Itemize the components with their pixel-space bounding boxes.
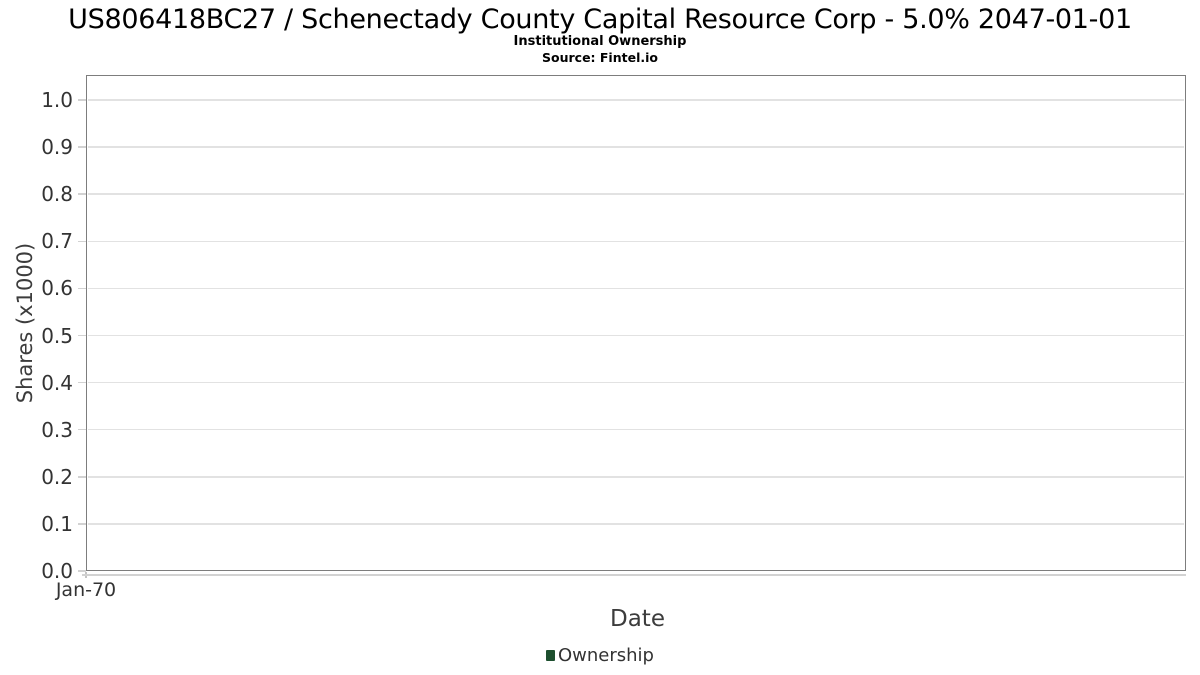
y-gridline — [88, 287, 1184, 290]
x-axis-line — [82, 574, 1186, 576]
y-tick-label: 0.8 — [41, 182, 73, 207]
y-gridline — [88, 476, 1184, 478]
y-tick-mark — [78, 381, 86, 384]
plot-area — [86, 75, 1186, 571]
y-tick-label: 0.7 — [41, 229, 73, 254]
y-gridline — [88, 428, 1184, 431]
chart-title: US806418BC27 / Schenectady County Capita… — [68, 4, 1132, 35]
y-gridline — [88, 99, 1184, 101]
y-tick-mark — [78, 570, 86, 572]
x-axis-title: Date — [610, 606, 665, 632]
chart-source-credit: Source: Fintel.io — [542, 50, 658, 65]
y-tick-mark — [78, 523, 86, 525]
legend: Ownership — [0, 645, 1200, 666]
y-tick-mark — [78, 287, 86, 290]
y-tick-mark — [78, 146, 86, 148]
y-gridline — [88, 146, 1184, 148]
y-tick-mark — [78, 334, 86, 337]
legend-marker-icon — [546, 650, 555, 661]
y-tick-mark — [78, 240, 86, 243]
x-tick-label: Jan-70 — [55, 579, 117, 601]
chart-subtitle: Institutional Ownership — [513, 34, 687, 49]
y-tick-label: 1.0 — [41, 88, 73, 112]
y-tick-label: 0.3 — [41, 417, 73, 442]
legend-item-ownership[interactable]: Ownership — [546, 645, 654, 666]
y-gridline — [88, 523, 1184, 525]
y-tick-label: 0.4 — [41, 370, 73, 395]
legend-label: Ownership — [558, 645, 654, 666]
y-tick-mark — [78, 428, 86, 431]
y-tick-label: 0.2 — [41, 464, 73, 489]
y-tick-label: 0.1 — [41, 511, 73, 536]
y-tick-label: 0.0 — [41, 559, 73, 583]
y-gridline — [88, 381, 1184, 384]
y-tick-mark — [78, 99, 86, 101]
y-tick-label: 0.6 — [41, 276, 73, 301]
y-tick-mark — [78, 476, 86, 478]
y-gridline — [88, 240, 1184, 243]
y-tick-mark — [78, 193, 86, 195]
y-tick-label: 0.5 — [41, 323, 73, 348]
y-gridline — [88, 193, 1184, 195]
y-gridline — [88, 334, 1184, 337]
y-tick-label: 0.9 — [41, 135, 73, 160]
